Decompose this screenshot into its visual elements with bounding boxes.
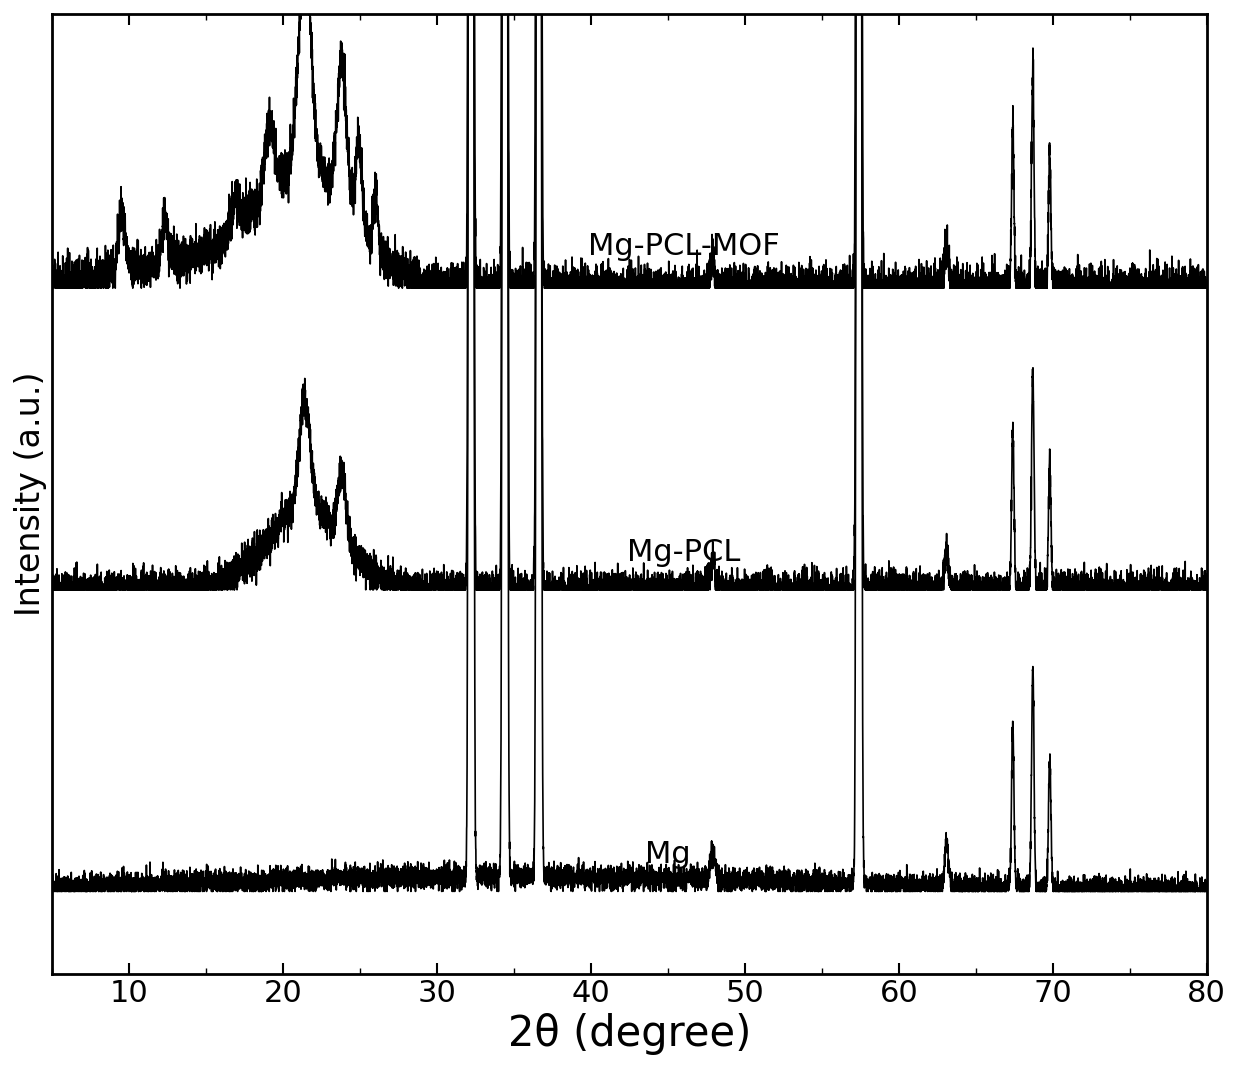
X-axis label: 2θ (degree): 2θ (degree) [508,1013,751,1055]
Text: Mg-PCL: Mg-PCL [626,538,740,567]
Text: Mg: Mg [645,839,691,869]
Text: Mg-PCL-MOF: Mg-PCL-MOF [588,232,779,261]
Y-axis label: Intensity (a.u.): Intensity (a.u.) [14,372,47,616]
